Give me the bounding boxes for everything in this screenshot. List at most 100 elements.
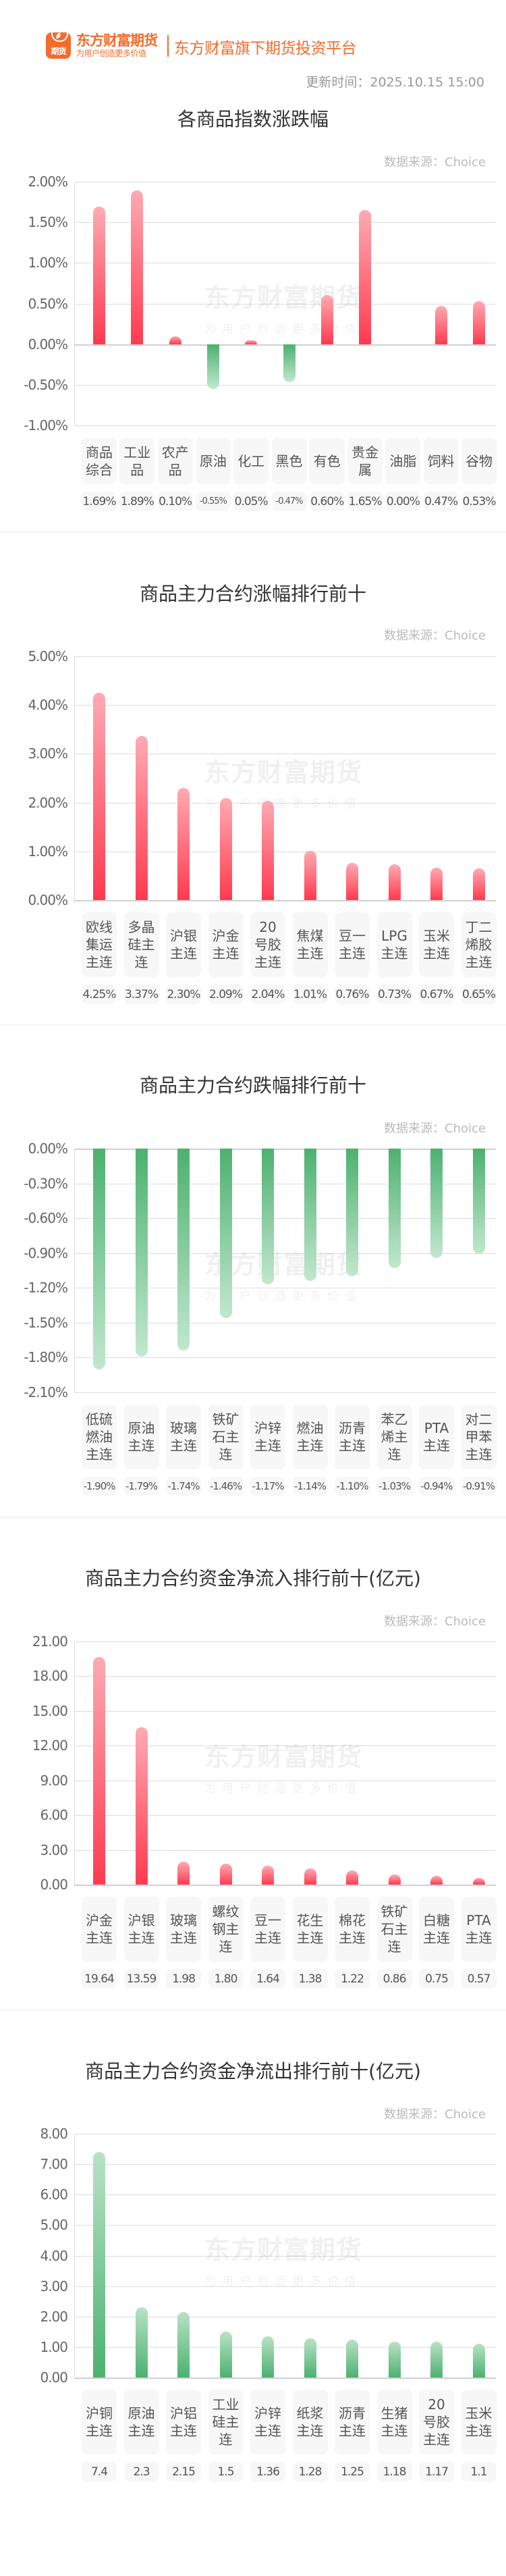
value-label: 1.89% [119, 492, 155, 511]
bar[interactable] [472, 2344, 485, 2377]
bar[interactable] [93, 1657, 105, 1885]
gridline [74, 1710, 496, 1712]
y-tick-label: 4.00 [40, 2247, 68, 2264]
bar[interactable] [430, 1876, 443, 1885]
bar[interactable] [131, 190, 144, 344]
value-label: -0.55% [195, 492, 231, 511]
bar[interactable] [135, 2307, 148, 2377]
category-label: 沪金主连 [82, 1897, 117, 1962]
gridline [74, 1745, 496, 1747]
bar[interactable] [304, 1149, 316, 1281]
bar[interactable] [388, 1874, 401, 1885]
bar[interactable] [177, 1149, 190, 1351]
bar[interactable] [135, 735, 148, 900]
y-tick-label: -0.90% [24, 1244, 68, 1261]
category-label: 沪银主连 [123, 1897, 159, 1962]
bar[interactable] [346, 1870, 358, 1885]
category-text: 低硫燃油主连 [86, 1411, 113, 1463]
chart-title: 商品主力合约跌幅排行前十 [139, 1074, 366, 1097]
zero-line [74, 2377, 496, 2379]
y-tick-label: 3.00 [40, 2278, 68, 2294]
bar[interactable] [430, 867, 443, 900]
bar[interactable] [262, 1865, 274, 1885]
value-label: 2.04% [250, 984, 285, 1004]
bar[interactable] [177, 787, 190, 900]
bar[interactable] [388, 1149, 401, 1269]
plot-area [74, 2134, 496, 2379]
bar[interactable] [473, 300, 485, 344]
bar[interactable] [93, 2152, 105, 2377]
category-label: PTA主连 [419, 1404, 454, 1469]
category-text: 沪铜主连 [86, 2405, 113, 2439]
bar[interactable] [219, 1149, 232, 1318]
bar[interactable] [177, 1862, 190, 1885]
gridline [74, 1357, 496, 1359]
category-text: 有色 [313, 452, 341, 469]
bar[interactable] [219, 1864, 232, 1885]
value-label: 0.05% [233, 492, 269, 511]
bar[interactable] [304, 851, 316, 900]
bar[interactable] [177, 2311, 190, 2377]
category-label: 原油主连 [123, 2390, 159, 2454]
category-label: 豆一主连 [335, 912, 370, 977]
gridline [74, 1218, 496, 1219]
bar[interactable] [388, 864, 401, 900]
bar[interactable] [346, 2339, 358, 2377]
bar[interactable] [472, 868, 485, 900]
bar[interactable] [169, 336, 181, 344]
category-label: 对二甲苯主连 [461, 1404, 497, 1469]
y-tick-label: 6.00 [40, 2186, 68, 2203]
bar[interactable] [93, 207, 105, 344]
category-label: 苯乙烯主连 [376, 1404, 412, 1469]
category-text: 沪金主连 [86, 1912, 113, 1946]
category-text: 沥青主连 [339, 1420, 366, 1454]
category-text: 豆一主连 [254, 1912, 281, 1946]
bar[interactable] [206, 344, 219, 389]
value-label: 0.86 [376, 1969, 412, 1989]
value-label: 0.60% [309, 492, 345, 511]
y-tick-label: -1.50% [24, 1314, 68, 1331]
bar[interactable] [304, 2338, 316, 2377]
gridline [74, 2194, 496, 2196]
y-tick-label: 3.00 [40, 1841, 68, 1858]
bar[interactable] [472, 1878, 485, 1885]
bar[interactable] [304, 1868, 316, 1885]
bar[interactable] [430, 1149, 443, 1258]
bar[interactable] [283, 344, 296, 383]
bar[interactable] [135, 1149, 148, 1357]
category-text: 饲料 [427, 452, 455, 469]
bar[interactable] [388, 2341, 401, 2377]
bar[interactable] [135, 1727, 148, 1885]
value-label: 19.64 [82, 1969, 117, 1989]
gridline [74, 2286, 496, 2287]
bar[interactable] [262, 2336, 274, 2377]
category-text: 原油主连 [128, 1420, 155, 1454]
y-tick-label: -1.00% [24, 417, 68, 433]
bar[interactable] [245, 340, 258, 344]
bar[interactable] [93, 693, 105, 900]
bar[interactable] [359, 210, 372, 344]
bar[interactable] [219, 2332, 232, 2377]
plot-area [74, 656, 496, 901]
y-tick-label: 2.00% [28, 794, 68, 811]
section-divider [0, 2009, 506, 2011]
category-text: 工业硅主连 [212, 2396, 240, 2448]
bar[interactable] [434, 306, 447, 344]
value-label: 7.4 [82, 2462, 117, 2481]
bar[interactable] [320, 295, 333, 344]
bar[interactable] [262, 800, 274, 900]
gridline [74, 1641, 496, 1642]
y-tick-label: 3.00% [28, 745, 68, 762]
category-label: 豆一主连 [250, 1897, 285, 1962]
category-label: 有色 [309, 438, 345, 484]
bar[interactable] [346, 1149, 358, 1277]
bar[interactable] [430, 2342, 443, 2377]
bar[interactable] [472, 1149, 485, 1255]
bar[interactable] [219, 798, 232, 900]
y-tick-label: 7.00 [40, 2156, 68, 2173]
y-tick-label: 1.00% [28, 843, 68, 860]
bar[interactable] [262, 1149, 274, 1285]
y-tick-label: 0.00% [28, 892, 68, 908]
bar[interactable] [346, 863, 358, 900]
bar[interactable] [93, 1149, 105, 1369]
